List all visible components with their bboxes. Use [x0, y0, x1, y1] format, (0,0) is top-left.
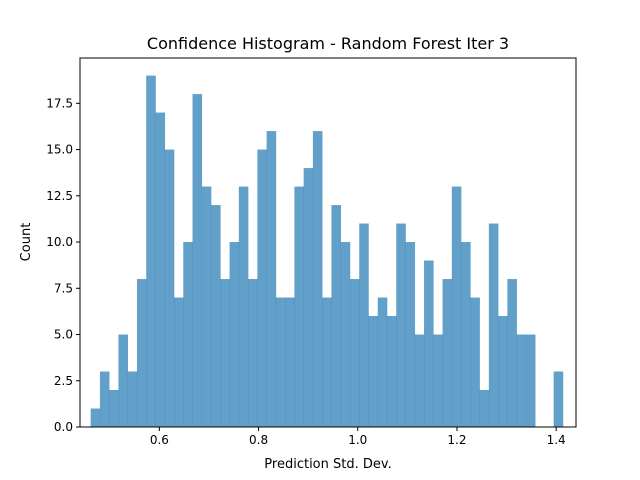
histogram-bar [146, 75, 156, 427]
histogram-bar [257, 149, 267, 427]
histogram-bar [155, 112, 166, 427]
histogram-bar [516, 334, 527, 427]
histogram-bar [312, 131, 323, 427]
histogram-bar [470, 297, 480, 427]
histogram-bar [220, 279, 230, 427]
y-tick-label: 17.5 [46, 96, 73, 110]
histogram-bar [174, 297, 184, 427]
histogram-bar [118, 334, 128, 427]
histogram-bar [498, 316, 508, 427]
histogram-bar [201, 186, 212, 427]
histogram-bar [507, 279, 517, 427]
histogram-bar [396, 223, 406, 427]
x-tick-label: 1.4 [547, 433, 566, 447]
histogram-bar [238, 186, 249, 427]
histogram-bar [405, 242, 416, 427]
histogram-bar [275, 297, 286, 427]
histogram-bar [525, 334, 536, 427]
histogram-bar [461, 242, 471, 427]
y-tick-label: 0.0 [54, 420, 73, 434]
y-axis-ticks: 0.0 2.5 5.0 7.5 10.0 12.5 15.0 17.5 [46, 96, 80, 434]
y-axis-label: Count [19, 223, 34, 262]
y-tick-label: 12.5 [46, 189, 73, 203]
histogram-bar [386, 316, 397, 427]
y-tick-label: 7.5 [54, 281, 73, 295]
histogram-bar [127, 371, 138, 427]
y-tick-label: 2.5 [54, 374, 73, 388]
histogram-bar [285, 297, 295, 427]
histogram-bar [479, 390, 490, 427]
histogram-bar [414, 334, 425, 427]
histogram-bar [229, 242, 240, 427]
histogram-bar [331, 205, 341, 427]
histogram-bar [211, 205, 221, 427]
chart-title: Confidence Histogram - Random Forest Ite… [147, 34, 509, 53]
histogram-bar [442, 279, 453, 427]
histogram-bar [368, 316, 379, 427]
histogram-bar [99, 371, 110, 427]
x-tick-label: 0.8 [249, 433, 268, 447]
histogram-bar [136, 279, 147, 427]
histogram-bar [164, 149, 175, 427]
histogram-bar [322, 297, 332, 427]
histogram-bar [377, 297, 388, 427]
plot-frame [79, 57, 577, 428]
x-axis-label: Prediction Std. Dev. [264, 457, 391, 472]
histogram-bar [451, 186, 462, 427]
x-tick-label: 0.6 [150, 433, 169, 447]
histogram-bar [266, 131, 277, 427]
histogram-bar [248, 279, 258, 427]
histogram-bar [488, 223, 499, 427]
histogram-bar [359, 223, 369, 427]
y-tick-label: 10.0 [46, 235, 73, 249]
x-tick-label: 1.0 [348, 433, 367, 447]
histogram-bar [294, 186, 304, 427]
x-tick-label: 1.2 [447, 433, 466, 447]
histogram-bar [340, 242, 351, 427]
x-axis-ticks: 0.6 0.8 1.0 1.2 1.4 [150, 427, 566, 447]
histogram-bar [192, 94, 203, 427]
bars-group [90, 75, 564, 428]
histogram-bar [90, 408, 101, 427]
histogram-bar [183, 242, 193, 427]
y-tick-label: 5.0 [54, 328, 73, 342]
histogram-bar [349, 279, 360, 427]
histogram-bar [433, 334, 443, 427]
histogram-bar [424, 260, 434, 427]
y-tick-label: 15.0 [46, 143, 73, 157]
histogram-bar [109, 390, 119, 427]
histogram-bar [553, 371, 564, 427]
histogram-bar [303, 168, 314, 428]
